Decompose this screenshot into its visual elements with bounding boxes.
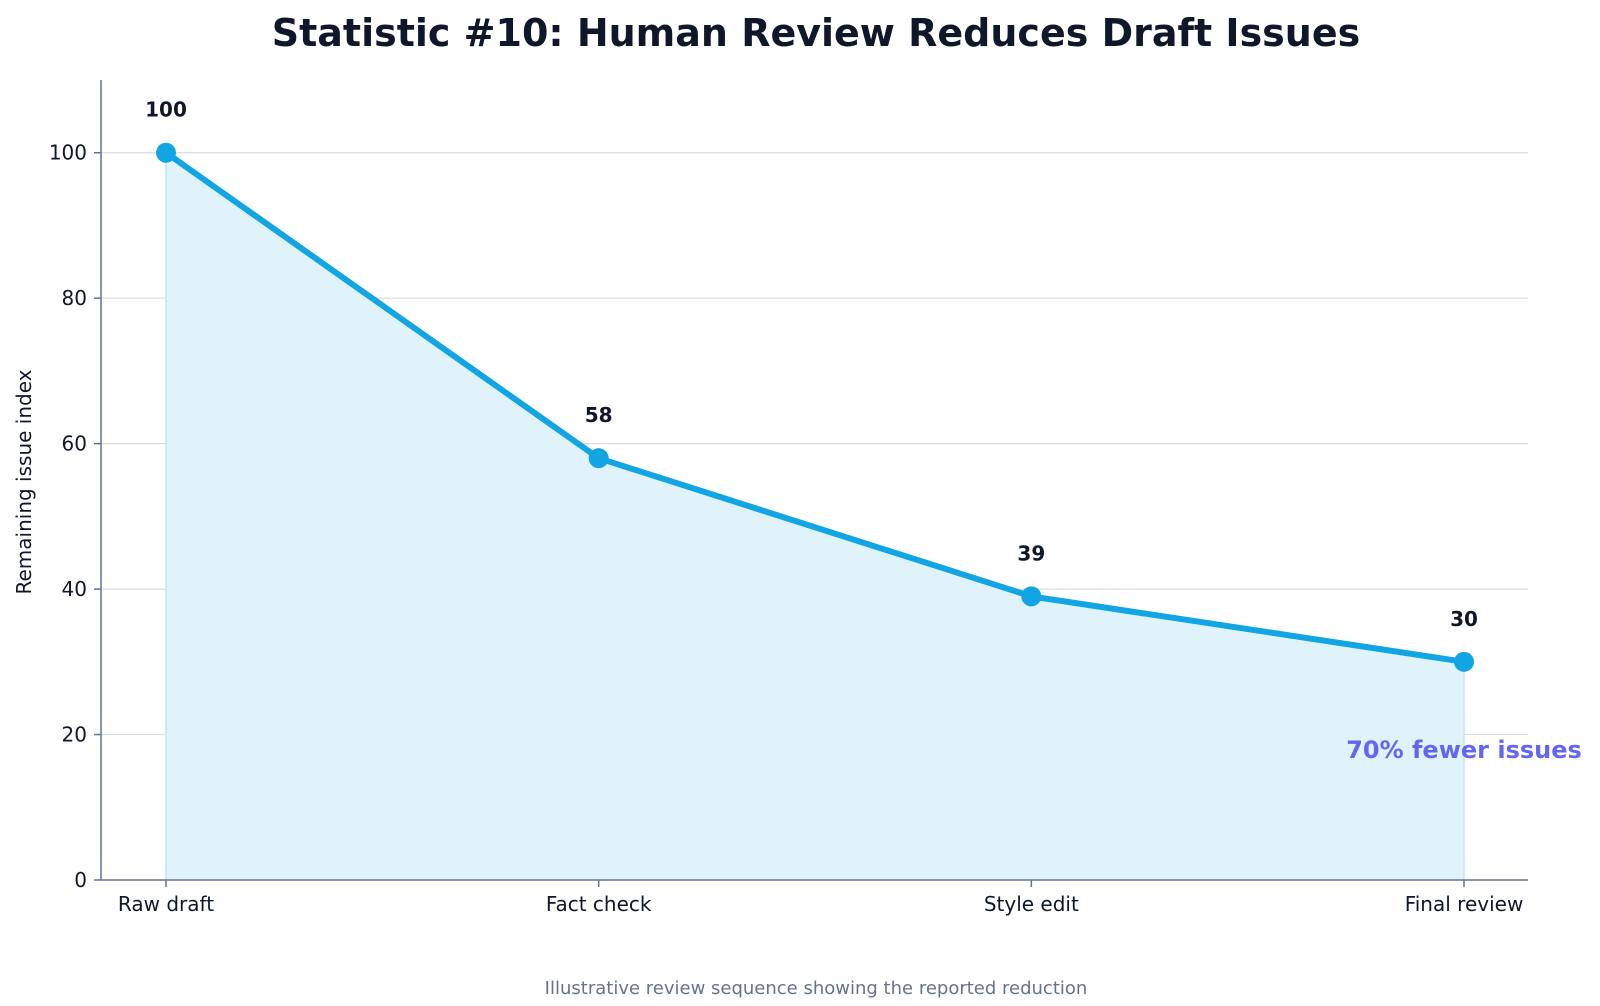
data-labels: 100 58 39 30: [145, 98, 1478, 631]
x-tick-label: Fact check: [546, 892, 652, 916]
chart-caption: Illustrative review sequence showing the…: [545, 978, 1088, 999]
x-tick-label: Style edit: [984, 892, 1079, 916]
annotation-label: 70% fewer issues: [1346, 736, 1582, 764]
y-axis: 0 20 40 60 80 100: [49, 141, 101, 892]
x-axis: Raw draft Fact check Style edit Final revie…: [118, 880, 1523, 916]
data-label: 39: [1017, 541, 1045, 565]
data-label: 100: [145, 98, 187, 122]
data-point: [156, 142, 176, 163]
y-tick-label: 60: [62, 432, 87, 456]
x-tick-label: Final review: [1405, 892, 1524, 916]
drop-lines: [165, 152, 1465, 880]
data-point: [588, 448, 609, 469]
y-tick-label: 40: [62, 577, 87, 601]
data-points: [156, 142, 1474, 672]
y-axis-label: Remaining issue index: [12, 369, 36, 594]
y-tick-label: 0: [74, 868, 87, 892]
y-tick-label: 100: [49, 141, 87, 165]
data-label: 30: [1450, 607, 1478, 631]
chart-title: Statistic #10: Human Review Reduces Draf…: [272, 11, 1361, 55]
data-label: 58: [585, 403, 613, 427]
series-line: [163, 149, 1467, 665]
y-tick-label: 20: [62, 723, 87, 747]
x-tick-label: Raw draft: [118, 892, 214, 916]
data-point: [1021, 586, 1042, 607]
area-fill: [166, 152, 1464, 880]
y-tick-label: 80: [62, 286, 87, 310]
data-point: [1454, 651, 1474, 672]
